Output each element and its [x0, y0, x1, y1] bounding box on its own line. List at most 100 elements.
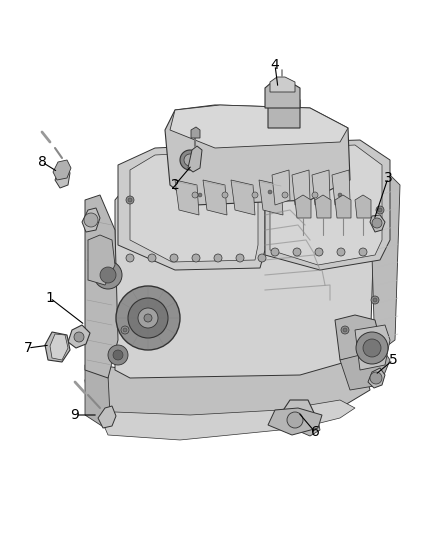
Polygon shape: [272, 170, 290, 205]
Polygon shape: [191, 127, 200, 138]
Polygon shape: [231, 180, 255, 215]
Polygon shape: [68, 325, 90, 348]
Circle shape: [84, 213, 98, 227]
Polygon shape: [295, 195, 311, 218]
Circle shape: [113, 350, 123, 360]
Polygon shape: [130, 152, 258, 262]
Polygon shape: [82, 208, 100, 232]
Polygon shape: [292, 170, 310, 205]
Polygon shape: [270, 145, 382, 265]
Circle shape: [180, 150, 200, 170]
Circle shape: [341, 326, 349, 334]
Circle shape: [214, 254, 222, 262]
Circle shape: [337, 248, 345, 256]
Circle shape: [282, 192, 288, 198]
Polygon shape: [175, 180, 199, 215]
Circle shape: [336, 191, 344, 199]
Text: 7: 7: [24, 341, 32, 355]
Circle shape: [338, 193, 342, 197]
Circle shape: [293, 248, 301, 256]
Polygon shape: [115, 165, 375, 378]
Circle shape: [128, 198, 132, 202]
Circle shape: [126, 196, 134, 204]
Polygon shape: [268, 93, 300, 128]
Text: 8: 8: [38, 155, 46, 169]
Polygon shape: [296, 416, 320, 436]
Circle shape: [266, 188, 274, 196]
Circle shape: [108, 345, 128, 365]
Circle shape: [258, 254, 266, 262]
Text: 4: 4: [271, 58, 279, 72]
Circle shape: [192, 254, 200, 262]
Polygon shape: [265, 140, 390, 270]
Polygon shape: [85, 360, 370, 435]
Polygon shape: [55, 165, 70, 188]
Circle shape: [343, 328, 347, 332]
Circle shape: [94, 261, 122, 289]
Polygon shape: [98, 406, 116, 428]
Polygon shape: [85, 362, 110, 428]
Polygon shape: [170, 105, 348, 148]
Polygon shape: [165, 105, 350, 205]
Circle shape: [198, 193, 202, 197]
Polygon shape: [105, 400, 355, 440]
Text: 1: 1: [46, 291, 54, 305]
Circle shape: [116, 286, 180, 350]
Polygon shape: [335, 195, 351, 218]
Polygon shape: [50, 334, 68, 360]
Circle shape: [356, 332, 388, 364]
Circle shape: [376, 206, 384, 214]
Circle shape: [192, 192, 198, 198]
Circle shape: [74, 332, 84, 342]
Polygon shape: [88, 235, 115, 285]
Polygon shape: [312, 170, 330, 205]
Polygon shape: [270, 77, 295, 92]
Circle shape: [312, 192, 318, 198]
Circle shape: [138, 308, 158, 328]
Circle shape: [371, 296, 379, 304]
Circle shape: [268, 190, 272, 194]
Polygon shape: [280, 400, 315, 428]
Polygon shape: [370, 170, 400, 355]
Polygon shape: [85, 195, 118, 378]
Circle shape: [148, 254, 156, 262]
Circle shape: [184, 154, 196, 166]
Circle shape: [363, 339, 381, 357]
Circle shape: [287, 412, 303, 428]
Polygon shape: [315, 195, 331, 218]
Polygon shape: [268, 408, 322, 435]
Circle shape: [196, 191, 204, 199]
Text: 6: 6: [311, 425, 319, 439]
Circle shape: [121, 326, 129, 334]
Circle shape: [144, 314, 152, 322]
Polygon shape: [370, 215, 385, 232]
Polygon shape: [259, 180, 283, 215]
Polygon shape: [118, 145, 265, 270]
Circle shape: [373, 298, 377, 302]
Polygon shape: [45, 332, 70, 362]
Text: 9: 9: [71, 408, 79, 422]
Circle shape: [222, 192, 228, 198]
Polygon shape: [188, 146, 202, 172]
Text: 2: 2: [171, 178, 180, 192]
Circle shape: [271, 248, 279, 256]
Circle shape: [128, 298, 168, 338]
Polygon shape: [355, 195, 371, 218]
Circle shape: [359, 248, 367, 256]
Polygon shape: [203, 180, 227, 215]
Polygon shape: [368, 368, 385, 388]
Circle shape: [370, 372, 382, 384]
Polygon shape: [270, 88, 298, 103]
Circle shape: [236, 254, 244, 262]
Circle shape: [372, 218, 382, 228]
Circle shape: [378, 208, 382, 212]
Text: 3: 3: [384, 171, 392, 185]
Text: 5: 5: [389, 353, 397, 367]
Circle shape: [170, 254, 178, 262]
Polygon shape: [335, 315, 380, 360]
Polygon shape: [332, 170, 350, 205]
Circle shape: [315, 248, 323, 256]
Circle shape: [100, 267, 116, 283]
Polygon shape: [355, 325, 390, 370]
Polygon shape: [340, 345, 390, 390]
